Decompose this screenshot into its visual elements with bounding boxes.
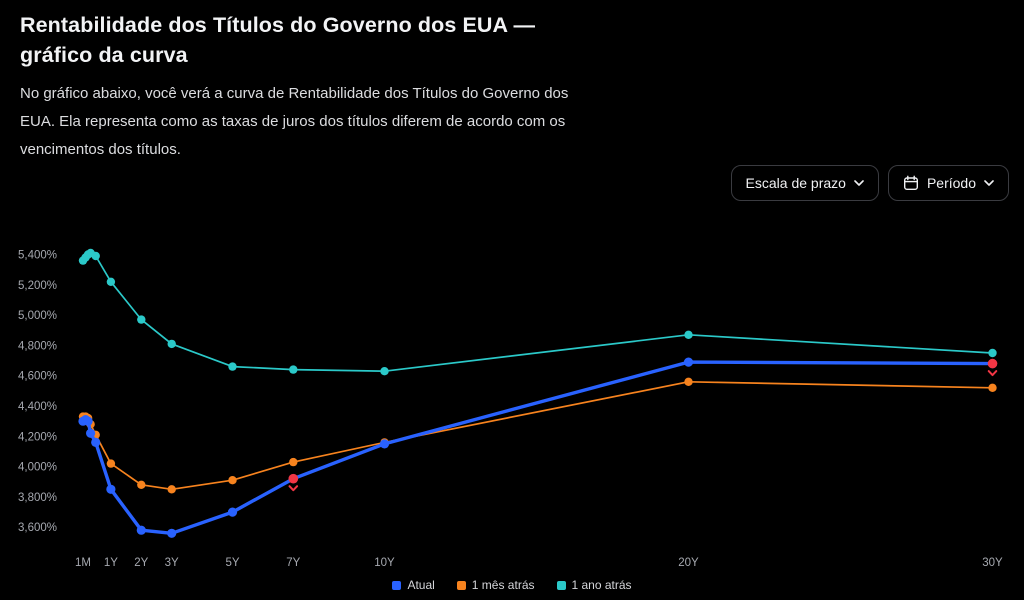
- data-point-atual-2y[interactable]: [136, 525, 146, 535]
- data-point-atual-20y[interactable]: [683, 357, 694, 367]
- x-axis-tick-label: 2Y: [134, 557, 148, 569]
- y-axis-tick-label: 4,000%: [18, 462, 57, 474]
- data-point-1-ano-atr-s-2y[interactable]: [137, 315, 146, 324]
- series-line-atual[interactable]: [81, 360, 995, 535]
- y-axis-tick-label: 4,200%: [18, 431, 57, 443]
- y-axis-tick-label: 5,000%: [18, 310, 57, 322]
- chevron-down-icon: [987, 370, 998, 377]
- data-point-1-m-s-atr-s-7y[interactable]: [289, 457, 298, 467]
- series-line-1-m-s-atr-s[interactable]: [82, 380, 994, 491]
- x-axis-tick-label: 1Y: [104, 557, 118, 569]
- page-header: Rentabilidade dos Títulos do Governo dos…: [20, 10, 580, 164]
- chevron-down-icon: [288, 485, 299, 492]
- data-point-1-m-s-atr-s-2y[interactable]: [137, 480, 146, 489]
- x-axis-tick-label: 5Y: [225, 557, 239, 569]
- y-axis-tick-label: 4,400%: [18, 401, 57, 413]
- term-scale-button-label: Escala de prazo: [745, 175, 846, 191]
- page-title: Rentabilidade dos Títulos do Governo dos…: [20, 13, 536, 67]
- chevron-down-icon: [854, 180, 864, 186]
- data-point-atual-5y[interactable]: [227, 507, 238, 517]
- x-axis-tick-label: 3Y: [165, 557, 179, 569]
- data-point-1-m-s-atr-s-20y[interactable]: [684, 377, 693, 386]
- x-axis-tick-label: 10Y: [374, 557, 395, 569]
- legend-item-1-m-s-atr-s[interactable]: 1 mês atrás: [456, 578, 535, 592]
- y-axis-tick-label: 4,600%: [18, 371, 57, 383]
- data-point-1-m-s-atr-s-1y[interactable]: [106, 459, 116, 468]
- data-point-1-ano-atr-s-5y[interactable]: [228, 362, 237, 371]
- legend-color-swatch: [556, 580, 566, 590]
- y-axis-tick-label: 4,800%: [18, 340, 57, 352]
- data-point-1-ano-atr-s-3y[interactable]: [167, 339, 176, 349]
- chart-toolbar: Escala de prazo Período: [730, 165, 1009, 201]
- y-axis-tick-label: 5,400%: [18, 250, 57, 262]
- data-point-atual-3y[interactable]: [167, 528, 177, 538]
- change-marker-dot-7y[interactable]: [288, 473, 299, 484]
- series-line-1-ano-atr-s[interactable]: [82, 252, 994, 373]
- data-point-atual-6m[interactable]: [91, 437, 101, 447]
- data-point-atual-10y[interactable]: [379, 439, 390, 449]
- data-point-1-ano-atr-s-20y[interactable]: [684, 330, 693, 339]
- data-point-1-ano-atr-s-7y[interactable]: [289, 365, 298, 374]
- data-point-1-m-s-atr-s-30y[interactable]: [988, 383, 997, 392]
- data-point-1-m-s-atr-s-5y[interactable]: [228, 476, 237, 485]
- period-button[interactable]: Período: [887, 165, 1009, 201]
- data-point-1-ano-atr-s-1y[interactable]: [106, 277, 116, 286]
- data-point-atual-4m[interactable]: [86, 428, 96, 438]
- chart-legend: Atual 1 mês atrás 1 ano atrás: [0, 578, 1024, 592]
- x-axis-tick-label: 30Y: [982, 557, 1003, 569]
- legend-color-swatch: [392, 580, 402, 590]
- y-axis-tick-label: 3,800%: [18, 492, 57, 504]
- page-description: No gráfico abaixo, você verá a curva de …: [20, 85, 569, 158]
- x-axis-tick-label: 1M: [75, 557, 91, 569]
- data-point-1-ano-atr-s-30y[interactable]: [988, 348, 997, 358]
- change-marker-dot-30y[interactable]: [987, 358, 998, 369]
- legend-label: 1 mês atrás: [471, 578, 535, 592]
- legend-color-swatch: [456, 580, 466, 590]
- y-axis-tick-label: 5,200%: [18, 280, 57, 292]
- x-axis-tick-label: 20Y: [678, 557, 699, 569]
- legend-item-atual[interactable]: Atual: [392, 578, 435, 592]
- data-point-atual-1y[interactable]: [106, 484, 116, 494]
- legend-item-1-ano-atr-s[interactable]: 1 ano atrás: [556, 578, 632, 592]
- legend-label: 1 ano atrás: [571, 578, 632, 592]
- legend-label: Atual: [407, 578, 435, 592]
- x-axis-tick-label: 7Y: [286, 557, 300, 569]
- term-scale-button[interactable]: Escala de prazo: [730, 165, 879, 201]
- data-point-1-ano-atr-s-10y[interactable]: [380, 367, 389, 376]
- period-button-label: Período: [926, 175, 976, 191]
- y-axis-tick-label: 3,600%: [18, 522, 57, 534]
- calendar-icon: [903, 175, 919, 191]
- data-point-1-m-s-atr-s-3y[interactable]: [167, 485, 176, 494]
- data-point-atual-3m[interactable]: [83, 416, 93, 426]
- chevron-down-icon: [984, 180, 994, 186]
- data-point-1-ano-atr-s-6m[interactable]: [91, 251, 100, 261]
